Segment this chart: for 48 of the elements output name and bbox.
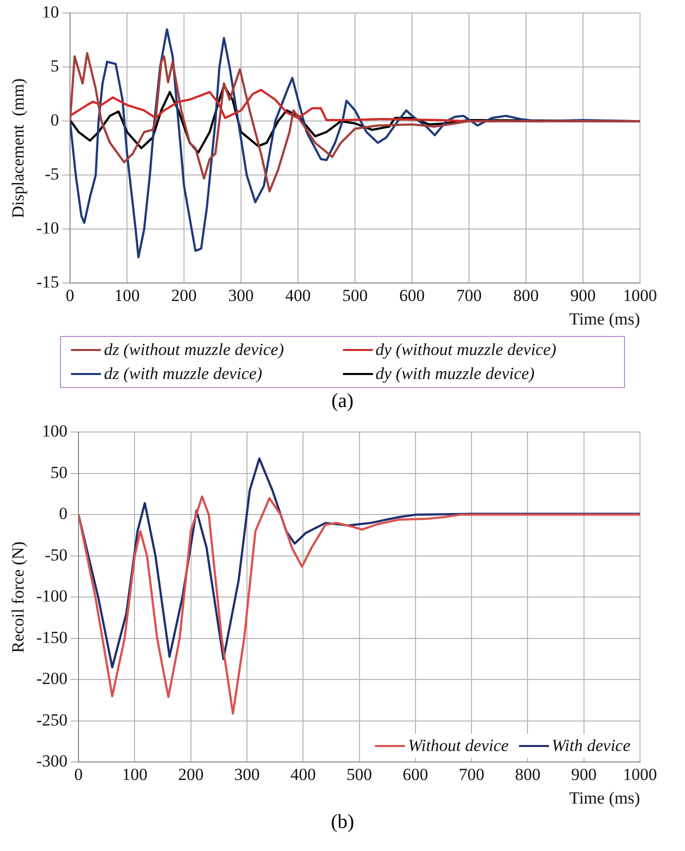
- y-tick-label: 50: [50, 462, 68, 482]
- x-tick-label: 800: [514, 764, 540, 784]
- y-tick-label: -50: [44, 545, 68, 564]
- legend-label: dz (without muzzle device): [104, 340, 284, 360]
- y-tick-label: 10: [42, 2, 60, 22]
- legend-label: dy (without muzzle device): [376, 340, 556, 360]
- x-tick-label: 400: [285, 286, 311, 305]
- x-tick-label: 100: [114, 286, 140, 305]
- x-tick-label: 500: [342, 286, 368, 305]
- y-tick-label: -100: [36, 586, 68, 606]
- y-tick-label: 100: [42, 422, 68, 441]
- y-tick-label: -250: [36, 710, 68, 730]
- x-tick-label: 600: [399, 286, 425, 305]
- x-tick-label: 700: [456, 286, 482, 305]
- y-axis-title: Recoil force (N): [8, 542, 28, 653]
- x-tick-label: 300: [228, 286, 254, 305]
- legend-label: Without device: [408, 736, 509, 756]
- y-tick-label: 5: [50, 56, 60, 76]
- y-tick-label: -300: [36, 752, 68, 771]
- y-tick-label: 0: [50, 110, 60, 130]
- y-tick-label: -10: [36, 218, 60, 238]
- x-tick-label: 600: [402, 764, 428, 784]
- y-tick-label: -200: [36, 669, 68, 688]
- x-tick-label: 200: [171, 286, 197, 305]
- y-tick-label: 0: [59, 504, 68, 524]
- x-tick-label: 400: [290, 764, 316, 784]
- x-tick-label: 700: [458, 764, 484, 784]
- y-tick-label: -150: [36, 628, 68, 647]
- x-axis-title: Time (ms): [569, 309, 640, 328]
- legend-label: dz (with muzzle device): [104, 364, 262, 384]
- x-tick-label: 300: [234, 764, 260, 784]
- x-tick-label: 900: [571, 764, 597, 784]
- x-tick-label: 500: [346, 764, 372, 784]
- x-tick-label: 100: [122, 764, 148, 784]
- text: (b): [330, 811, 356, 834]
- legend-label: With device: [552, 736, 630, 756]
- x-tick-label: 800: [513, 286, 539, 305]
- x-tick-label: 1000: [623, 764, 657, 784]
- y-tick-label: -15: [36, 272, 60, 292]
- x-axis-title: Time (ms): [569, 788, 640, 808]
- legend-label: dy (with muzzle device): [376, 364, 535, 384]
- x-tick-label: 200: [178, 764, 204, 784]
- x-tick-label: 900: [570, 286, 596, 305]
- y-tick-label: -5: [44, 164, 60, 184]
- y-axis-title: Displacement (mm): [8, 78, 28, 218]
- x-tick-label: 1000: [623, 286, 657, 305]
- text: (a): [330, 390, 355, 413]
- x-tick-label: 0: [74, 764, 83, 784]
